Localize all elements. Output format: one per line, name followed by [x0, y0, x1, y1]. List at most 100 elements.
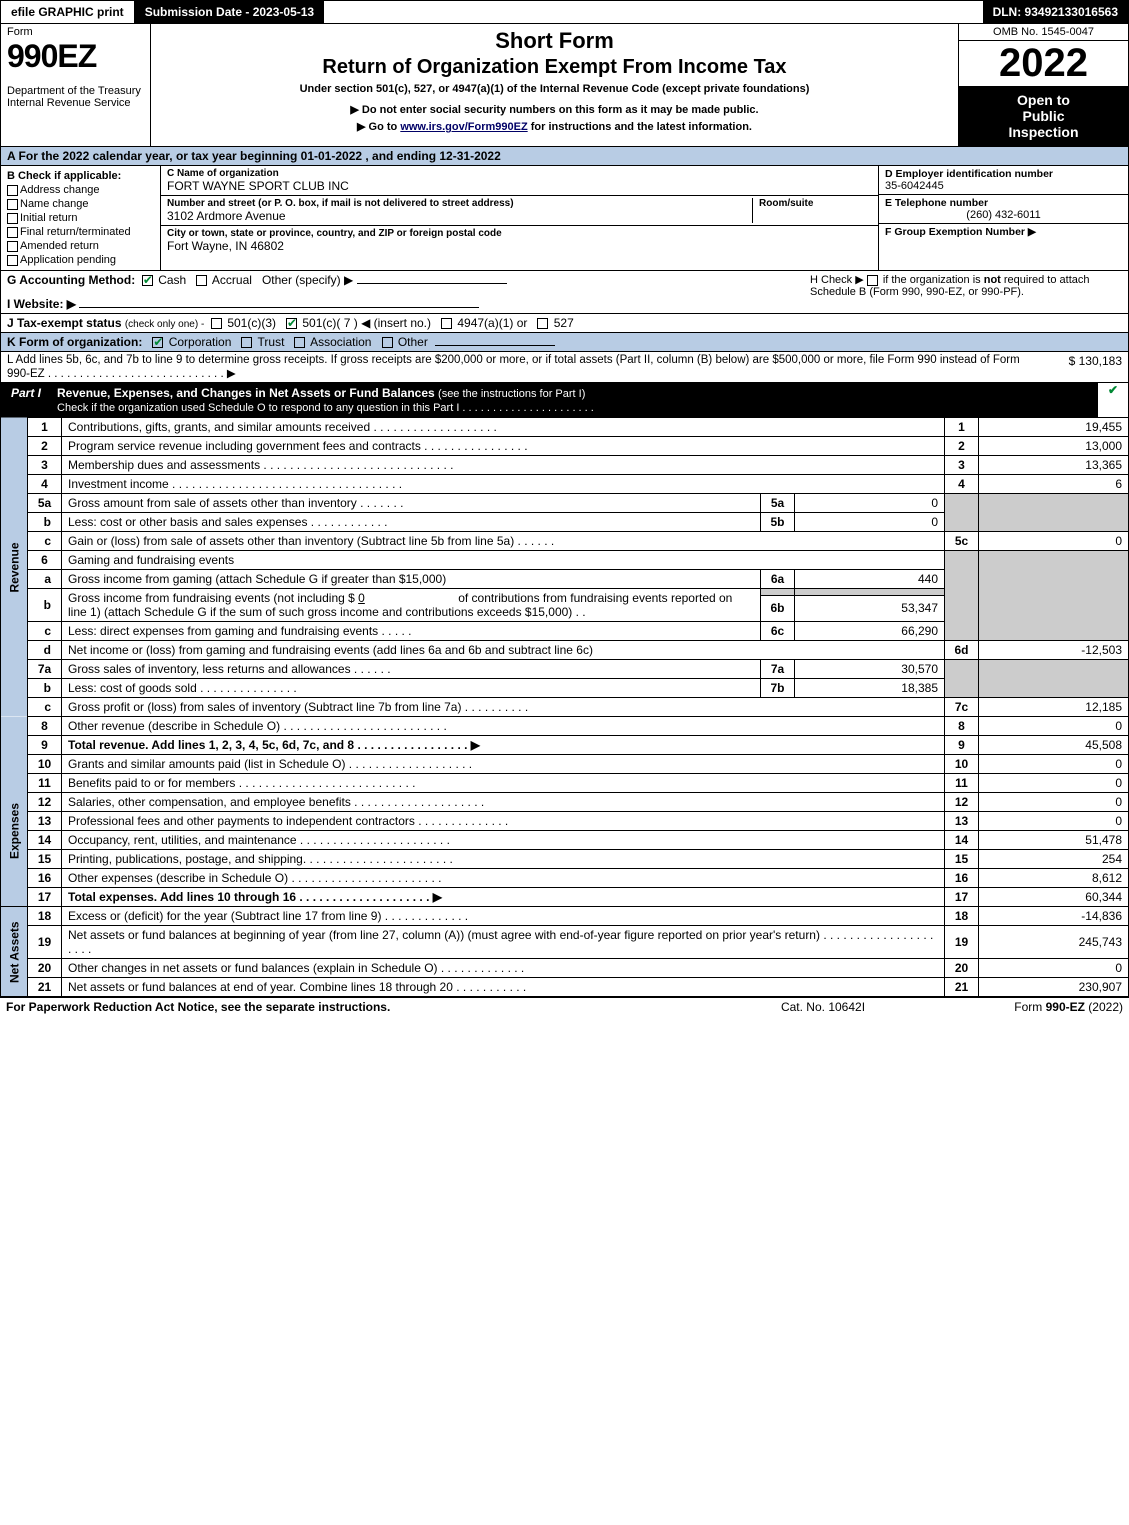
line-6d-desc: Net income or (loss) from gaming and fun… [62, 641, 945, 660]
check-527[interactable] [537, 318, 548, 329]
room-label: Room/suite [759, 198, 872, 209]
form-title-box: Short Form Return of Organization Exempt… [151, 24, 958, 146]
check-trust[interactable] [241, 337, 252, 348]
line-7a-desc: Gross sales of inventory, less returns a… [62, 660, 761, 679]
line-7a-num: 7a [28, 660, 62, 679]
line-2-val: 13,000 [979, 437, 1129, 456]
line-18-num: 18 [28, 907, 62, 926]
line-16-num: 16 [28, 869, 62, 888]
check-association[interactable] [294, 337, 305, 348]
sidetab-revenue-cont [1, 717, 28, 755]
shade [945, 679, 979, 698]
shade [945, 595, 979, 621]
line-11-val: 0 [979, 774, 1129, 793]
footer-catno: Cat. No. 10642I [723, 1000, 923, 1014]
line-20-val: 0 [979, 959, 1129, 978]
footer-notice: For Paperwork Reduction Act Notice, see … [6, 1000, 723, 1014]
line-1-num: 1 [28, 418, 62, 437]
d-label: D Employer identification number [885, 168, 1122, 180]
shade [945, 494, 979, 513]
check-address-change[interactable]: Address change [7, 184, 154, 196]
line-7c-desc: Gross profit or (loss) from sales of inv… [62, 698, 945, 717]
form-year-box: OMB No. 1545-0047 2022 Open to Public In… [958, 24, 1128, 146]
line-5b-inlab: 5b [761, 513, 795, 532]
open-to-public-box: Open to Public Inspection [959, 86, 1128, 146]
shade [979, 589, 1129, 596]
part-i-check[interactable]: ✔ [1098, 383, 1128, 417]
line-6c-num: c [28, 622, 62, 641]
column-b: B Check if applicable: Address change Na… [1, 166, 161, 270]
line-14-num: 14 [28, 831, 62, 850]
org-name: FORT WAYNE SPORT CLUB INC [167, 179, 872, 193]
line-16-val: 8,612 [979, 869, 1129, 888]
shade [979, 622, 1129, 641]
line-4-num: 4 [28, 475, 62, 494]
row-g-h: G Accounting Method: Cash Accrual Other … [0, 271, 1129, 314]
line-9-rlab: 9 [945, 736, 979, 755]
line-6d-num: d [28, 641, 62, 660]
line-15-val: 254 [979, 850, 1129, 869]
irs-link[interactable]: www.irs.gov/Form990EZ [400, 121, 527, 133]
check-other-org[interactable] [382, 337, 393, 348]
check-corporation[interactable] [152, 337, 163, 348]
line-12-num: 12 [28, 793, 62, 812]
shade [979, 679, 1129, 698]
check-schedule-b[interactable] [867, 275, 878, 286]
block-b-c-d-e: B Check if applicable: Address change Na… [0, 166, 1129, 271]
check-application-pending[interactable]: Application pending [7, 254, 154, 266]
footer-formref: Form 990-EZ (2022) [923, 1000, 1123, 1014]
line-13-desc: Professional fees and other payments to … [62, 812, 945, 831]
line-17-rlab: 17 [945, 888, 979, 907]
check-501c[interactable] [286, 318, 297, 329]
line-9-desc: Total revenue. Add lines 1, 2, 3, 4, 5c,… [62, 736, 945, 755]
shade [979, 513, 1129, 532]
check-cash[interactable] [142, 275, 153, 286]
form-number: 990EZ [7, 38, 144, 75]
part-i-bar: Part I Revenue, Expenses, and Changes in… [0, 383, 1129, 418]
line-16-desc: Other expenses (describe in Schedule O) … [62, 869, 945, 888]
check-accrual[interactable] [196, 275, 207, 286]
line-2-rlab: 2 [945, 437, 979, 456]
line-3-rlab: 3 [945, 456, 979, 475]
form-title-2: Return of Organization Exempt From Incom… [159, 56, 950, 79]
line-14-rlab: 14 [945, 831, 979, 850]
form-title-1: Short Form [159, 28, 950, 54]
line-17-num: 17 [28, 888, 62, 907]
efile-print-button[interactable]: efile GRAPHIC print [1, 1, 135, 23]
line-10-rlab: 10 [945, 755, 979, 774]
shade [795, 589, 945, 596]
submission-date-button[interactable]: Submission Date - 2023-05-13 [135, 1, 325, 23]
line-6c-inlab: 6c [761, 622, 795, 641]
line-20-rlab: 20 [945, 959, 979, 978]
line-5b-num: b [28, 513, 62, 532]
check-name-change[interactable]: Name change [7, 198, 154, 210]
line-6a-desc: Gross income from gaming (attach Schedul… [62, 570, 761, 589]
line-12-val: 0 [979, 793, 1129, 812]
line-6b-inval: 53,347 [795, 595, 945, 621]
line-15-rlab: 15 [945, 850, 979, 869]
shade [979, 660, 1129, 679]
line-19-num: 19 [28, 926, 62, 959]
line-14-val: 51,478 [979, 831, 1129, 850]
line-7b-num: b [28, 679, 62, 698]
line-14-desc: Occupancy, rent, utilities, and maintena… [62, 831, 945, 850]
form-subtitle-3: ▶ Go to www.irs.gov/Form990EZ for instru… [159, 120, 950, 133]
line-6b-desc: Gross income from fundraising events (no… [62, 589, 761, 622]
sub3-post: for instructions and the latest informat… [528, 121, 752, 133]
check-final-return[interactable]: Final return/terminated [7, 226, 154, 238]
check-4947[interactable] [441, 318, 452, 329]
check-initial-return[interactable]: Initial return [7, 212, 154, 224]
row-k: K Form of organization: Corporation Trus… [0, 333, 1129, 352]
topbar: efile GRAPHIC print Submission Date - 20… [0, 0, 1129, 24]
row-l: L Add lines 5b, 6c, and 7b to line 9 to … [0, 352, 1129, 383]
check-amended-return[interactable]: Amended return [7, 240, 154, 252]
line-19-val: 245,743 [979, 926, 1129, 959]
shade [945, 551, 979, 570]
line-2-num: 2 [28, 437, 62, 456]
part-i-title: Revenue, Expenses, and Changes in Net As… [51, 383, 1098, 417]
h-schedule-b: H Check ▶ if the organization is not req… [802, 273, 1122, 311]
line-5c-desc: Gain or (loss) from sale of assets other… [62, 532, 945, 551]
lines-table: Revenue 1 Contributions, gifts, grants, … [0, 418, 1129, 997]
line-7b-desc: Less: cost of goods sold . . . . . . . .… [62, 679, 761, 698]
check-501c3[interactable] [211, 318, 222, 329]
